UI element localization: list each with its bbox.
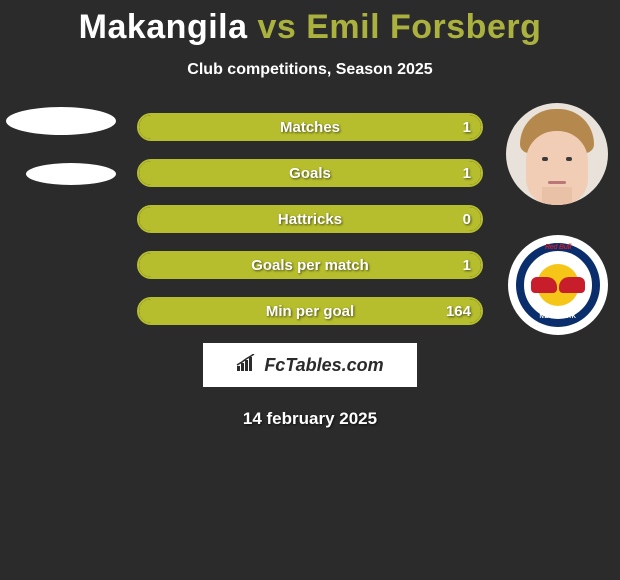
face-icon <box>506 103 608 205</box>
crest-text-bottom: NEW YORK <box>516 314 600 320</box>
player2-club-badge: Red Bull NEW YORK <box>508 235 608 335</box>
player1-name: Makangila <box>79 8 248 46</box>
player2-name: Emil Forsberg <box>306 8 541 46</box>
stat-label: Hattricks <box>139 207 481 231</box>
stats-area: Red Bull NEW YORK Matches1Goals1Hattrick… <box>0 113 620 325</box>
stat-bar: Hattricks0 <box>137 205 483 233</box>
comparison-title: Makangila vs Emil Forsberg <box>0 0 620 47</box>
redbull-ny-crest-icon: Red Bull NEW YORK <box>516 243 600 327</box>
stat-bar: Goals1 <box>137 159 483 187</box>
stat-value-right: 1 <box>463 253 471 277</box>
crest-text-top: Red Bull <box>516 244 600 251</box>
stat-value-right: 0 <box>463 207 471 231</box>
stat-bar: Goals per match1 <box>137 251 483 279</box>
stat-bars: Matches1Goals1Hattricks0Goals per match1… <box>137 113 483 325</box>
stat-bar: Matches1 <box>137 113 483 141</box>
bar-chart-icon <box>236 354 258 377</box>
stat-label: Goals per match <box>139 253 481 277</box>
stat-value-right: 164 <box>446 299 471 323</box>
branding-text: FcTables.com <box>264 355 383 376</box>
season-subtitle: Club competitions, Season 2025 <box>0 61 620 79</box>
stat-label: Matches <box>139 115 481 139</box>
stat-label: Min per goal <box>139 299 481 323</box>
stat-bar: Min per goal164 <box>137 297 483 325</box>
stat-value-right: 1 <box>463 115 471 139</box>
stat-value-right: 1 <box>463 161 471 185</box>
stat-label: Goals <box>139 161 481 185</box>
left-club-placeholder <box>26 163 116 185</box>
branding-box: FcTables.com <box>203 343 417 387</box>
left-avatar-placeholder <box>6 107 116 135</box>
player2-avatar <box>506 103 608 205</box>
vs-label: vs <box>257 8 296 46</box>
footer-date: 14 february 2025 <box>0 409 620 429</box>
